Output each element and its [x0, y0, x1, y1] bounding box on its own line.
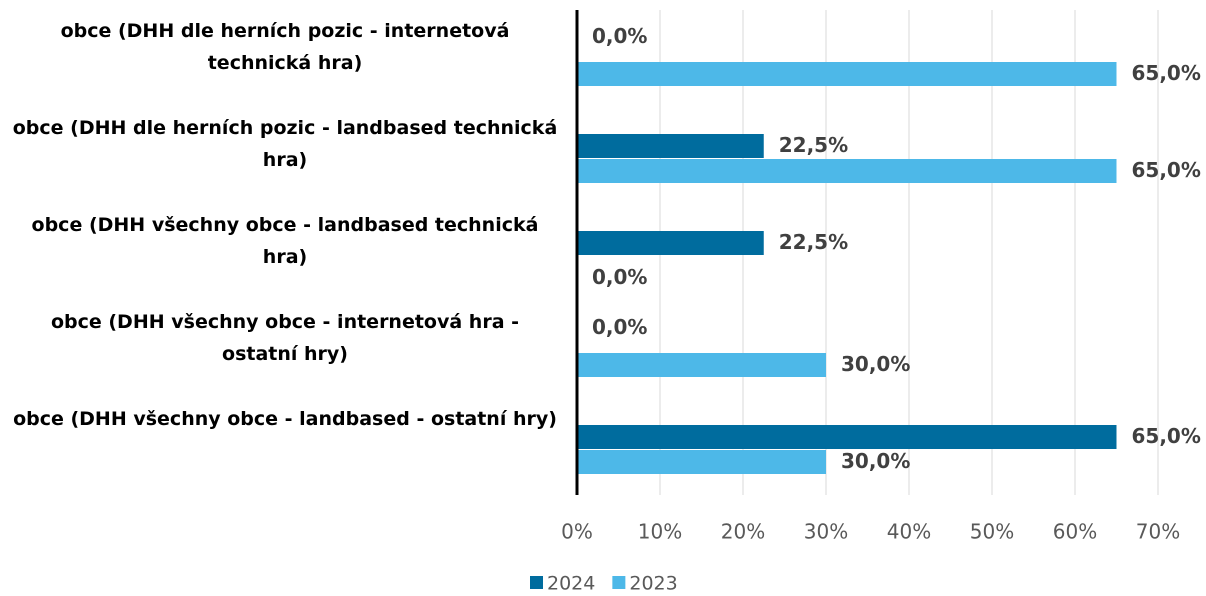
legend-swatch — [530, 576, 543, 589]
value-label: 22,5% — [779, 133, 848, 157]
value-label: 30,0% — [841, 449, 910, 473]
x-tick-label: 40% — [887, 520, 931, 544]
bar — [577, 231, 764, 255]
x-tick-label: 0% — [561, 520, 593, 544]
category-label: obce (DHH všechny obce - landbased techn… — [31, 214, 539, 268]
value-label: 0,0% — [592, 265, 647, 289]
value-label: 30,0% — [841, 352, 910, 376]
x-tick-label: 60% — [1053, 520, 1097, 544]
value-label: 65,0% — [1132, 424, 1201, 448]
bar — [577, 159, 1117, 183]
legend-swatch — [612, 576, 626, 589]
bar — [577, 62, 1117, 86]
bar — [577, 353, 826, 377]
x-tick-label: 30% — [804, 520, 848, 544]
legend-label: 2024 — [547, 573, 595, 595]
value-label: 0,0% — [592, 315, 647, 339]
x-tick-label: 20% — [721, 520, 765, 544]
category-label: obce (DHH všechny obce - landbased - ost… — [13, 408, 557, 430]
category-label: obce (DHH všechny obce - internetová hra… — [50, 311, 520, 365]
value-label: 65,0% — [1132, 158, 1201, 182]
legend-label: 2023 — [629, 573, 677, 595]
category-label: obce (DHH dle herních pozic - landbased … — [12, 117, 558, 171]
bar — [577, 425, 1117, 449]
x-tick-label: 70% — [1136, 520, 1180, 544]
value-label: 65,0% — [1132, 61, 1201, 85]
category-label: obce (DHH dle herních pozic - internetov… — [60, 20, 510, 74]
value-label: 0,0% — [592, 24, 647, 48]
bar — [577, 134, 764, 158]
x-tick-label: 10% — [638, 520, 682, 544]
bar — [577, 450, 826, 474]
value-label: 22,5% — [779, 230, 848, 254]
x-tick-label: 50% — [970, 520, 1014, 544]
